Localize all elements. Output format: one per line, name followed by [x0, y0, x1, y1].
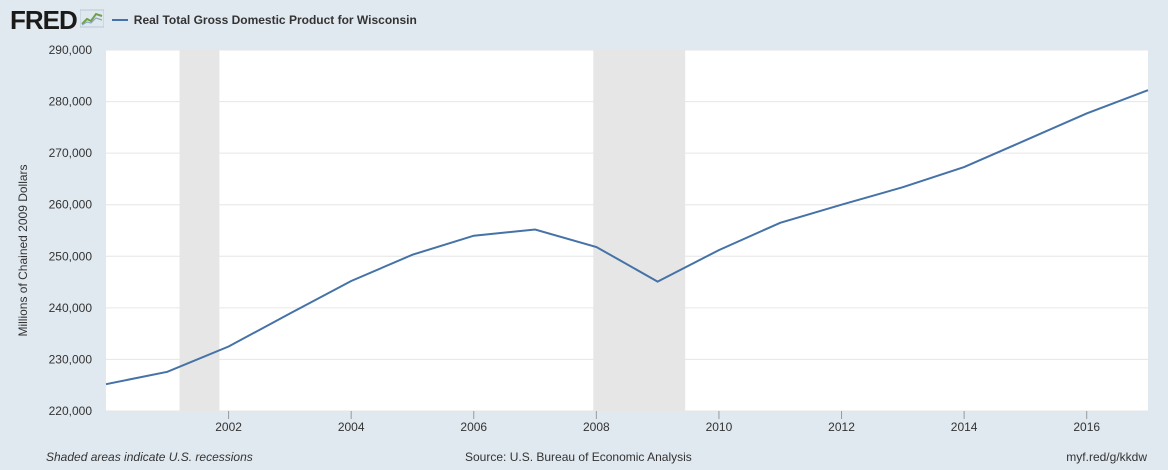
- y-tick-label: 250,000: [49, 249, 93, 263]
- series-line-wisconsin-gdp[interactable]: [105, 89, 1149, 386]
- grid-lines: [106, 49, 1148, 412]
- source-note: Source: U.S. Bureau of Economic Analysis: [465, 450, 692, 464]
- recession-band-1: [593, 50, 686, 411]
- recession-band-0: [179, 50, 220, 411]
- recession-note: Shaded areas indicate U.S. recessions: [46, 450, 253, 464]
- legend-swatch: [111, 19, 128, 21]
- short-url-link[interactable]: myf.red/g/kkdw: [1066, 450, 1147, 464]
- recession-bands: [179, 50, 686, 411]
- y-tick-label: 230,000: [49, 352, 93, 366]
- x-tick-label: 2012: [828, 420, 855, 434]
- x-tick-label: 2006: [460, 420, 487, 434]
- y-tick-label: 270,000: [49, 146, 93, 160]
- y-axis-label: Millions of Chained 2009 Dollars: [16, 164, 30, 336]
- x-tick-label: 2008: [583, 420, 610, 434]
- x-tick-label: 2014: [951, 420, 978, 434]
- y-tick-label: 260,000: [49, 198, 93, 212]
- y-tick-label: 240,000: [49, 301, 93, 315]
- x-tick-label: 2004: [338, 420, 365, 434]
- chart-header: FRED Real Total Gross Domestic Product f…: [10, 6, 417, 34]
- x-axis-ticks: 2002 2004 2006 2008 2010 2012 2014 2016: [215, 411, 1100, 434]
- y-tick-label: 220,000: [49, 404, 93, 418]
- y-tick-label: 280,000: [49, 95, 93, 109]
- x-tick-label: 2010: [706, 420, 733, 434]
- x-tick-label: 2016: [1073, 420, 1100, 434]
- x-tick-label: 2002: [215, 420, 242, 434]
- y-axis-ticks: 220,000 230,000 240,000 250,000 260,000 270,0…: [49, 43, 93, 418]
- legend-label[interactable]: Real Total Gross Domestic Product for Wi…: [133, 13, 417, 27]
- fred-logo[interactable]: FRED: [10, 5, 78, 35]
- y-tick-label: 290,000: [49, 43, 93, 57]
